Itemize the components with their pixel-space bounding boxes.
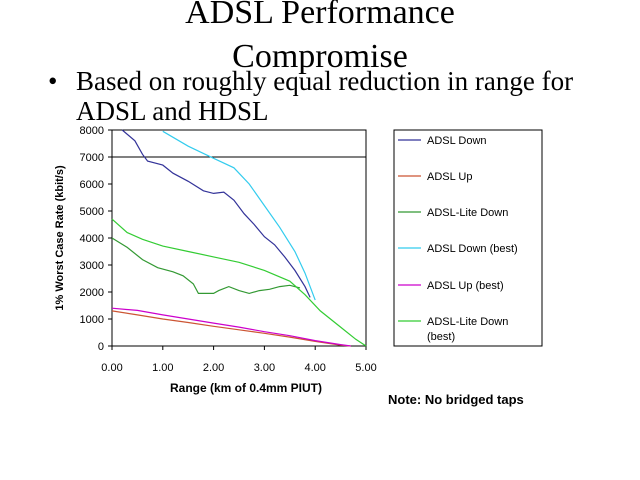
series-line-0 xyxy=(121,129,311,298)
x-tick-label: 0.00 xyxy=(101,362,122,374)
y-tick-label: 4000 xyxy=(80,233,104,245)
series-line-4 xyxy=(111,307,351,347)
note-text: Note: No bridged taps xyxy=(388,392,524,407)
y-tick-label: 7000 xyxy=(80,152,104,164)
x-tick-label: 3.00 xyxy=(254,362,275,374)
y-tick-label: 5000 xyxy=(80,206,104,218)
x-axis-label: Range (km of 0.4mm PIUT) xyxy=(170,381,322,395)
legend-label-0: ADSL Down xyxy=(427,135,487,147)
plot-area xyxy=(111,129,367,347)
legend-label-2: ADSL-Lite Down xyxy=(427,207,508,219)
x-tick-label: 1.00 xyxy=(152,362,173,374)
bullet-dot-icon: • xyxy=(48,66,58,96)
series-line-3 xyxy=(162,130,316,301)
legend-label-4: ADSL Up (best) xyxy=(427,280,504,292)
legend-label-5: ADSL-Lite Down (best) xyxy=(427,316,508,343)
y-tick-label: 6000 xyxy=(80,179,104,191)
y-tick-label: 3000 xyxy=(80,260,104,272)
y-tick-label: 0 xyxy=(98,341,104,353)
y-axis-label: 1% Worst Case Rate (kbit/s) xyxy=(54,165,66,311)
slide-title-line2: Compromise xyxy=(232,38,408,75)
y-tick-label: 1000 xyxy=(80,314,104,326)
x-tick-label: 2.00 xyxy=(203,362,224,374)
series-line-2 xyxy=(111,237,301,295)
bullet-text: Based on roughly equal reduction in rang… xyxy=(76,66,574,126)
series-line-1 xyxy=(111,310,351,347)
x-tick-label: 5.00 xyxy=(355,362,376,374)
legend-label-1: ADSL Up xyxy=(427,171,472,183)
x-tick-label: 4.00 xyxy=(304,362,325,374)
slide-title-line1: ADSL Performance xyxy=(185,0,455,31)
series-line-5 xyxy=(111,218,367,347)
legend-box xyxy=(393,129,543,347)
legend-label-3: ADSL Down (best) xyxy=(427,243,518,255)
y-tick-label: 8000 xyxy=(80,125,104,137)
y-tick-label: 2000 xyxy=(80,287,104,299)
